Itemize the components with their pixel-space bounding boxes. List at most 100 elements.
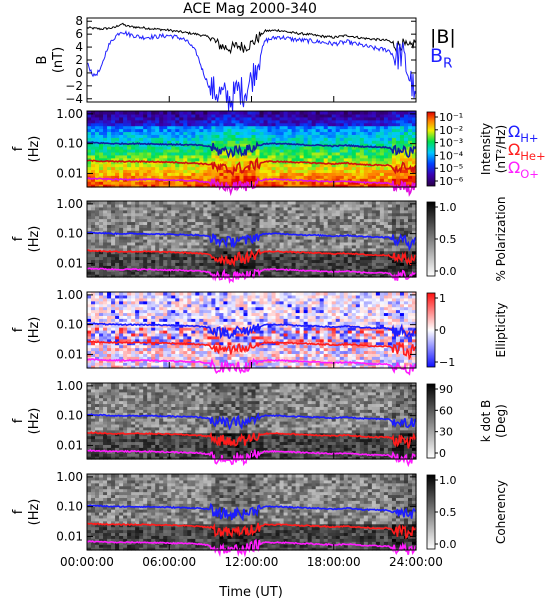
freq-ylabel: f: [11, 327, 26, 332]
colorbar-tick-label: 10⁻³: [439, 137, 463, 150]
colorbar-label: % Polarization: [494, 197, 508, 282]
field-y-tick-label: 2: [75, 53, 83, 67]
freq-tick-label: 0.10: [56, 409, 83, 423]
colorbar-label-units: (Deg): [494, 404, 508, 438]
colorbar-tick-label: 60: [439, 404, 453, 417]
field-ylabel: B: [35, 56, 50, 65]
panel-ellipticity: 1.00 0.10 0.01 f (Hz) 1 0 −1 Ellipticity: [11, 288, 508, 376]
spectrogram-intensity: [87, 111, 417, 188]
x-axis-ticks: 00:00:00 06:00:00 12:00:00 18:00:00 24:00:00: [60, 96, 443, 569]
freq-tick-label: 0.01: [56, 166, 83, 180]
gyro-line-Hplus: [86, 231, 417, 252]
colorbar-tick-label: 10⁻¹: [439, 111, 463, 124]
field-y-tick-label: −2: [65, 79, 83, 93]
field-y-tick-label: 4: [75, 40, 83, 54]
chart-title: ACE Mag 2000-340: [183, 1, 317, 17]
freq-tick-label: 0.10: [56, 500, 83, 514]
x-axis-label: Time (UT): [218, 585, 283, 600]
freq-tick-label: 0.01: [56, 256, 83, 270]
colorbar-tick-label: −1: [439, 356, 455, 369]
colorbar-tick-label: 10⁻⁴: [439, 149, 464, 162]
gyro-line-Oplus: [86, 538, 417, 558]
freq-ylabel-units: (Hz): [27, 408, 42, 435]
x-tick-label: 06:00:00: [142, 555, 196, 569]
freq-tick-label: 0.10: [56, 137, 83, 151]
gyro-line-Hplus: [86, 412, 417, 431]
freq-tick-label: 1.00: [56, 197, 83, 211]
colorbar-tick-label: 90: [439, 383, 453, 396]
gyro-line-Heplus: [86, 431, 417, 449]
colorbar-tick-label: 0: [439, 324, 446, 337]
field-y-tick-label: 8: [75, 14, 83, 28]
gyro-label-he: ΩHe+: [508, 140, 546, 163]
freq-ylabel: f: [11, 146, 26, 151]
field-series-line: [86, 30, 417, 113]
colorbar-tick-label: 0.0: [439, 538, 457, 551]
gyro-line-Heplus: [86, 340, 417, 361]
x-tick-label: 18:00:00: [307, 555, 361, 569]
colorbar-tick-label: 1.0: [439, 201, 457, 214]
gyro-line-Heplus: [86, 156, 417, 178]
freq-tick-label: 0.10: [56, 318, 83, 332]
field-series-line: [86, 22, 417, 55]
gyro-line-Oplus: [86, 448, 417, 468]
colorbar-tick-label: 10⁻⁵: [439, 162, 463, 175]
x-tick-label: 24:00:00: [389, 555, 443, 569]
colorbar-tick-label: 0.0: [439, 265, 457, 278]
panel-intensity: 1.00 0.10 0.01 f (Hz) 10⁻¹10⁻²10⁻³10⁻⁴10⁻⁵10⁻…: [11, 107, 546, 197]
freq-tick-label: 1.00: [56, 288, 83, 302]
panel-kdotb: 1.00 0.10 0.01 f (Hz) 90 60 30 0 k dot B (Deg): [11, 379, 508, 468]
legend-bmag: |B|: [430, 26, 456, 48]
colorbar-polarization: [426, 201, 436, 277]
freq-ylabel-units: (Hz): [27, 136, 42, 163]
colorbar-tick-label: 0.5: [439, 506, 457, 519]
x-tick-label: 12:00:00: [225, 555, 279, 569]
field-ylabel-units: (nT): [51, 47, 66, 73]
freq-ylabel: f: [11, 509, 26, 514]
freq-tick-label: 0.10: [56, 227, 83, 241]
freq-ylabel: f: [11, 236, 26, 241]
freq-tick-label: 1.00: [56, 470, 83, 484]
freq-ylabel-units: (Hz): [27, 226, 42, 253]
gyro-line-Heplus: [86, 248, 416, 267]
gyro-line-Hplus: [86, 140, 417, 159]
colorbar-label: Ellipticity: [494, 303, 508, 358]
spectral-panels: 1.000.100.01f (Hz)10⁻¹10⁻²10⁻³10⁻⁴10⁻⁵10⁻…: [11, 107, 546, 558]
colorbar-intensity: [426, 111, 436, 187]
spectrogram-kdotb: [87, 383, 417, 460]
freq-tick-label: 1.00: [56, 379, 83, 393]
freq-ylabel: f: [11, 418, 26, 423]
colorbar-tick-label: 30: [439, 426, 453, 439]
spectrogram-coherency: [87, 474, 417, 551]
colorbar-tick-label: 1.0: [439, 474, 457, 487]
field-y-tick-label: 0: [75, 66, 83, 80]
colorbar-coherency: [426, 474, 436, 550]
freq-tick-label: 1.00: [56, 107, 83, 121]
gyro-label-o: ΩO+: [508, 158, 539, 181]
field-y-tick-label: 6: [75, 27, 83, 41]
gyro-line-Hplus: [86, 322, 417, 340]
colorbar-tick-label: 10⁻²: [439, 124, 463, 137]
freq-ylabel-units: (Hz): [27, 499, 42, 526]
freq-tick-label: 0.01: [56, 438, 83, 452]
panel-coherency: 1.00 0.10 0.01 f (Hz) 1.0 0.5 0.0 Coherency: [11, 470, 508, 558]
colorbar-tick-label: 1: [439, 292, 446, 305]
colorbar-label: Coherency: [494, 480, 508, 544]
freq-tick-label: 0.01: [56, 347, 83, 361]
colorbar-label: k dot B: [479, 400, 493, 442]
x-tick-label: 00:00:00: [60, 555, 114, 569]
colorbar-tick-label: 10⁻⁶: [439, 175, 464, 188]
legend-br: BR: [430, 45, 453, 72]
gyro-label-h: ΩH+: [508, 122, 539, 145]
colorbar-tick-label: 0: [439, 447, 446, 460]
colorbar-kdotb: [426, 383, 436, 459]
freq-ylabel-units: (Hz): [27, 317, 42, 344]
colorbar-tick-label: 0.5: [439, 233, 457, 246]
gyro-line-Hplus: [86, 502, 417, 522]
field-plot-area: [87, 18, 416, 102]
freq-tick-label: 0.01: [56, 529, 83, 543]
colorbar-label-units: (nT²/Hz): [494, 125, 508, 173]
colorbar-ellipticity: [426, 292, 436, 368]
